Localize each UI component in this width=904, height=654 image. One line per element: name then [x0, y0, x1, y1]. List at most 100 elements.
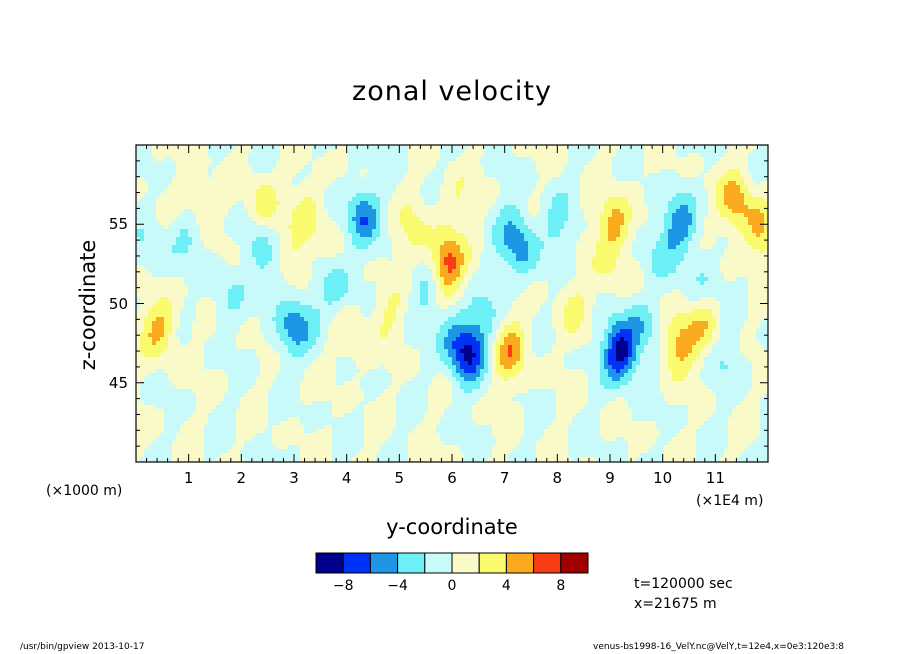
field-cell — [356, 173, 360, 177]
field-cell — [740, 245, 744, 249]
field-cell — [544, 261, 548, 265]
field-cell — [312, 249, 316, 253]
field-cell — [408, 265, 412, 269]
field-cell — [392, 213, 396, 217]
field-cell — [676, 197, 680, 201]
field-cell — [580, 261, 584, 265]
field-cell — [580, 233, 584, 237]
field-cell — [448, 173, 452, 177]
field-cell — [388, 257, 392, 261]
field-cell — [504, 145, 508, 149]
field-cell — [704, 161, 708, 165]
field-cell — [484, 217, 488, 221]
field-cell — [136, 253, 140, 257]
field-cell — [764, 261, 768, 265]
field-cell — [704, 261, 708, 265]
field-cell — [156, 201, 160, 205]
field-cell — [736, 205, 740, 209]
field-cell — [332, 221, 336, 225]
field-cell — [368, 157, 372, 161]
field-cell — [352, 165, 356, 169]
field-cell — [392, 185, 396, 189]
field-cell — [492, 177, 496, 181]
field-cell — [580, 149, 584, 153]
field-cell — [584, 257, 588, 261]
field-cell — [220, 225, 224, 229]
field-cell — [452, 221, 456, 225]
field-cell — [420, 249, 424, 253]
field-cell — [240, 181, 244, 185]
field-cell — [728, 205, 732, 209]
field-cell — [352, 201, 356, 205]
field-cell — [328, 189, 332, 193]
field-cell — [512, 181, 516, 185]
field-cell — [604, 185, 608, 189]
field-cell — [568, 201, 572, 205]
field-cell — [436, 197, 440, 201]
field-cell — [744, 241, 748, 245]
field-cell — [720, 169, 724, 173]
field-cell — [584, 213, 588, 217]
field-cell — [724, 161, 728, 165]
field-cell — [356, 269, 360, 273]
field-cell — [680, 229, 684, 233]
field-cell — [188, 197, 192, 201]
field-cell — [200, 225, 204, 229]
field-cell — [760, 193, 764, 197]
field-cell — [136, 157, 140, 161]
field-cell — [712, 193, 716, 197]
field-cell — [196, 229, 200, 233]
field-cell — [440, 205, 444, 209]
field-cell — [512, 173, 516, 177]
field-cell — [484, 181, 488, 185]
field-cell — [144, 161, 148, 165]
field-cell — [420, 189, 424, 193]
field-cell — [440, 173, 444, 177]
field-cell — [192, 241, 196, 245]
field-cell — [524, 229, 528, 233]
field-cell — [688, 189, 692, 193]
field-cell — [640, 189, 644, 193]
field-cell — [532, 245, 536, 249]
field-cell — [764, 161, 768, 165]
field-cell — [424, 173, 428, 177]
field-cell — [448, 165, 452, 169]
field-cell — [736, 241, 740, 245]
field-cell — [368, 269, 372, 273]
field-cell — [188, 249, 192, 253]
field-cell — [756, 201, 760, 205]
field-cell — [448, 265, 452, 269]
field-cell — [252, 245, 256, 249]
field-cell — [156, 249, 160, 253]
field-cell — [388, 221, 392, 225]
field-cell — [604, 245, 608, 249]
field-cell — [472, 265, 476, 269]
field-cell — [492, 165, 496, 169]
field-cell — [272, 265, 276, 269]
field-cell — [456, 165, 460, 169]
field-cell — [256, 213, 260, 217]
field-cell — [620, 157, 624, 161]
field-cell — [444, 205, 448, 209]
field-cell — [260, 173, 264, 177]
field-cell — [320, 209, 324, 213]
field-cell — [620, 185, 624, 189]
field-cell — [376, 209, 380, 213]
field-cell — [288, 209, 292, 213]
field-cell — [440, 213, 444, 217]
field-cell — [528, 237, 532, 241]
field-cell — [336, 173, 340, 177]
field-cell — [572, 253, 576, 257]
field-cell — [196, 173, 200, 177]
field-cell — [208, 261, 212, 265]
field-cell — [568, 261, 572, 265]
field-cell — [440, 201, 444, 205]
field-cell — [456, 205, 460, 209]
field-cell — [420, 257, 424, 261]
field-cell — [224, 233, 228, 237]
field-cell — [524, 221, 528, 225]
field-cell — [612, 173, 616, 177]
field-cell — [656, 233, 660, 237]
field-cell — [680, 165, 684, 169]
field-cell — [700, 229, 704, 233]
